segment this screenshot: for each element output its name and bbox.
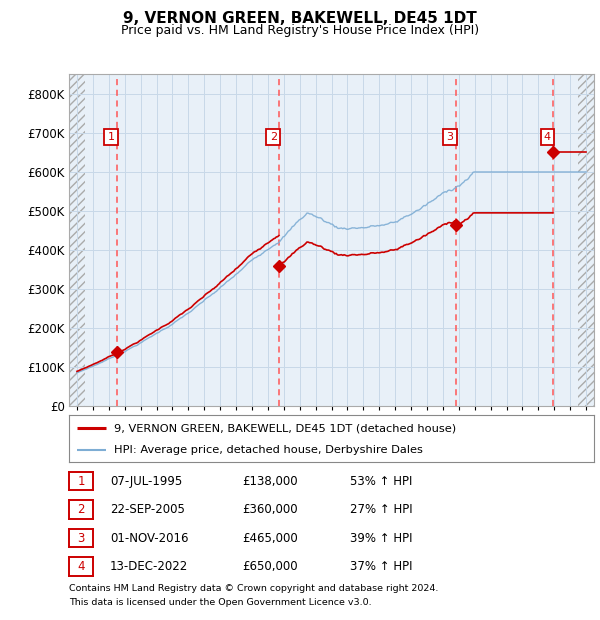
Text: 2: 2 <box>77 503 85 516</box>
Text: 39% ↑ HPI: 39% ↑ HPI <box>350 532 412 544</box>
Bar <box>578 74 594 406</box>
Text: 13-DEC-2022: 13-DEC-2022 <box>110 560 188 573</box>
Text: £465,000: £465,000 <box>242 532 298 544</box>
Text: 1: 1 <box>77 475 85 487</box>
Text: 07-JUL-1995: 07-JUL-1995 <box>110 475 182 487</box>
Text: 37% ↑ HPI: 37% ↑ HPI <box>350 560 412 573</box>
Text: 9, VERNON GREEN, BAKEWELL, DE45 1DT: 9, VERNON GREEN, BAKEWELL, DE45 1DT <box>123 11 477 26</box>
Text: Price paid vs. HM Land Registry's House Price Index (HPI): Price paid vs. HM Land Registry's House … <box>121 24 479 37</box>
Text: This data is licensed under the Open Government Licence v3.0.: This data is licensed under the Open Gov… <box>69 598 371 607</box>
Text: Contains HM Land Registry data © Crown copyright and database right 2024.: Contains HM Land Registry data © Crown c… <box>69 584 439 593</box>
Text: £650,000: £650,000 <box>242 560 298 573</box>
Text: 3: 3 <box>77 532 85 544</box>
Text: £360,000: £360,000 <box>242 503 298 516</box>
Text: 2: 2 <box>270 132 277 142</box>
Text: £138,000: £138,000 <box>242 475 298 487</box>
Text: 01-NOV-2016: 01-NOV-2016 <box>110 532 188 544</box>
Text: 4: 4 <box>544 132 551 142</box>
Text: 9, VERNON GREEN, BAKEWELL, DE45 1DT (detached house): 9, VERNON GREEN, BAKEWELL, DE45 1DT (det… <box>113 423 456 433</box>
Bar <box>69 74 85 406</box>
Text: HPI: Average price, detached house, Derbyshire Dales: HPI: Average price, detached house, Derb… <box>113 445 422 455</box>
Text: 27% ↑ HPI: 27% ↑ HPI <box>350 503 412 516</box>
Text: 53% ↑ HPI: 53% ↑ HPI <box>350 475 412 487</box>
Text: 3: 3 <box>446 132 454 142</box>
Text: 4: 4 <box>77 560 85 573</box>
Text: 1: 1 <box>107 132 115 142</box>
Text: 22-SEP-2005: 22-SEP-2005 <box>110 503 185 516</box>
